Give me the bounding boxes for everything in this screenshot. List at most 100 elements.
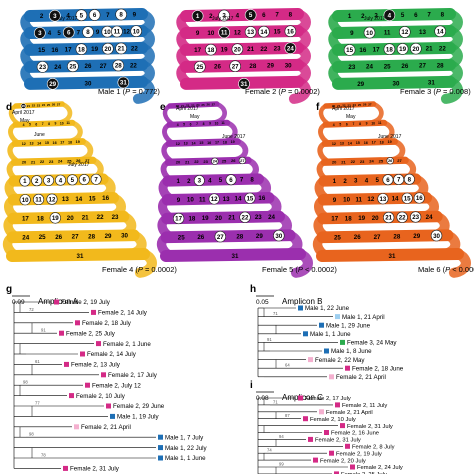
day-label: 11 bbox=[114, 29, 121, 36]
day-label: 7 bbox=[94, 176, 98, 183]
spiral-band bbox=[164, 156, 252, 166]
day-label: 17 bbox=[175, 216, 182, 223]
day-label: 16 bbox=[364, 141, 368, 145]
day-label: 26 bbox=[401, 63, 408, 70]
leaf-color-square bbox=[350, 464, 355, 470]
bootstrap-value: 87 bbox=[285, 413, 290, 418]
day-label: 31 bbox=[120, 80, 127, 87]
day-label: 23 bbox=[49, 159, 54, 164]
leaf-color-square bbox=[319, 322, 324, 328]
day-label: 19 bbox=[221, 47, 228, 54]
day-label: 18 bbox=[345, 215, 352, 222]
day-label: 27 bbox=[419, 63, 426, 70]
day-label: 1 bbox=[23, 178, 27, 185]
day-label: 3 bbox=[374, 13, 378, 20]
day-label: 8 bbox=[86, 29, 90, 36]
day-label: 22 bbox=[131, 45, 138, 52]
day-label: 6 bbox=[35, 122, 37, 126]
day-label: 22 bbox=[32, 104, 36, 108]
day-label: 3 bbox=[38, 30, 42, 37]
day-label: 22 bbox=[40, 159, 45, 164]
day-label: 2 bbox=[209, 13, 213, 20]
day-label: 19 bbox=[76, 140, 80, 144]
day-label: 7 bbox=[106, 12, 110, 19]
day-label: 13 bbox=[340, 142, 344, 146]
day-label: 30 bbox=[85, 80, 92, 87]
day-label: 7 bbox=[353, 122, 355, 126]
leaf-label: Female 2, 22 May bbox=[315, 357, 365, 364]
day-marker-sampled bbox=[33, 193, 45, 206]
day-label: 10 bbox=[104, 29, 111, 36]
day-label: 19 bbox=[91, 46, 98, 53]
day-label: 8 bbox=[289, 11, 293, 18]
day-label: 22 bbox=[186, 104, 190, 108]
day-label: 13 bbox=[184, 142, 188, 146]
day-label: 19 bbox=[399, 46, 406, 53]
day-label: 16 bbox=[51, 47, 58, 54]
day-label: 24 bbox=[58, 159, 63, 164]
caption-suffix: = 0.772) bbox=[130, 87, 160, 96]
day-label: 9 bbox=[209, 122, 211, 126]
day-marker-sampled bbox=[102, 42, 114, 55]
leaf-label: Female 2, 31 July bbox=[315, 438, 361, 444]
day-label: 8 bbox=[119, 12, 123, 19]
bootstrap-value: 74 bbox=[267, 448, 272, 453]
panel-letter: g bbox=[6, 284, 12, 295]
caption-p: P bbox=[436, 87, 441, 96]
leaf-color-square bbox=[303, 331, 308, 337]
spiral-band bbox=[323, 101, 377, 109]
day-label: 6 bbox=[229, 177, 233, 184]
day-label: 17 bbox=[215, 141, 219, 145]
leaf-label: Female 2, 16 June bbox=[331, 431, 379, 437]
day-label: 29 bbox=[105, 233, 112, 240]
caption-prefix: Female 2 ( bbox=[245, 87, 281, 96]
day-marker-sampled bbox=[239, 211, 251, 223]
day-label: 30 bbox=[393, 80, 400, 87]
caption-p: P bbox=[138, 265, 143, 274]
day-marker-sampled bbox=[273, 229, 285, 242]
day-label: 28 bbox=[115, 63, 122, 70]
day-label: 15 bbox=[346, 47, 353, 54]
day-label: 31 bbox=[241, 81, 248, 88]
day-label: 22 bbox=[399, 214, 406, 221]
day-label: 10 bbox=[215, 121, 219, 125]
day-label: 12 bbox=[234, 29, 241, 36]
leaf-label: Female 2, 10 July bbox=[310, 417, 356, 423]
leaf-label: Female 2, 21 April bbox=[81, 424, 131, 431]
day-marker-sampled bbox=[88, 9, 101, 21]
leaf-color-square bbox=[101, 372, 106, 378]
day-marker-sampled bbox=[343, 44, 356, 56]
spiral-band bbox=[10, 156, 97, 166]
day-label: 7 bbox=[275, 12, 279, 19]
day-label: 25 bbox=[67, 158, 72, 163]
day-label: 17 bbox=[373, 47, 380, 54]
day-label: 26 bbox=[214, 64, 221, 71]
month-label: April 2017 bbox=[176, 106, 199, 112]
spiral-band bbox=[321, 138, 398, 147]
day-label: 10 bbox=[133, 28, 140, 35]
leaf-color-square bbox=[75, 320, 80, 326]
day-label: 24 bbox=[22, 234, 29, 241]
day-marker-sampled bbox=[396, 211, 408, 223]
day-label: 5 bbox=[339, 123, 341, 127]
day-label: 13 bbox=[379, 196, 386, 203]
caption-suffix: < 0.0002) bbox=[303, 265, 337, 274]
day-label: 25 bbox=[379, 158, 384, 163]
day-label: 9 bbox=[133, 11, 137, 18]
day-label: 6 bbox=[83, 177, 87, 184]
leaf-color-square bbox=[324, 348, 329, 354]
day-label: 27 bbox=[397, 158, 402, 163]
day-label: 7 bbox=[42, 122, 44, 126]
day-label: 18 bbox=[380, 140, 384, 144]
day-label: 31 bbox=[77, 253, 84, 260]
day-marker-sampled bbox=[205, 43, 217, 56]
day-marker-positive bbox=[117, 76, 130, 89]
day-marker-sampled bbox=[238, 156, 247, 165]
day-marker-sampled bbox=[172, 212, 185, 225]
day-label: 25 bbox=[334, 234, 341, 241]
spiral-band bbox=[166, 119, 231, 128]
spiral-band bbox=[332, 75, 456, 90]
caption-prefix: Female 3 ( bbox=[400, 87, 436, 96]
